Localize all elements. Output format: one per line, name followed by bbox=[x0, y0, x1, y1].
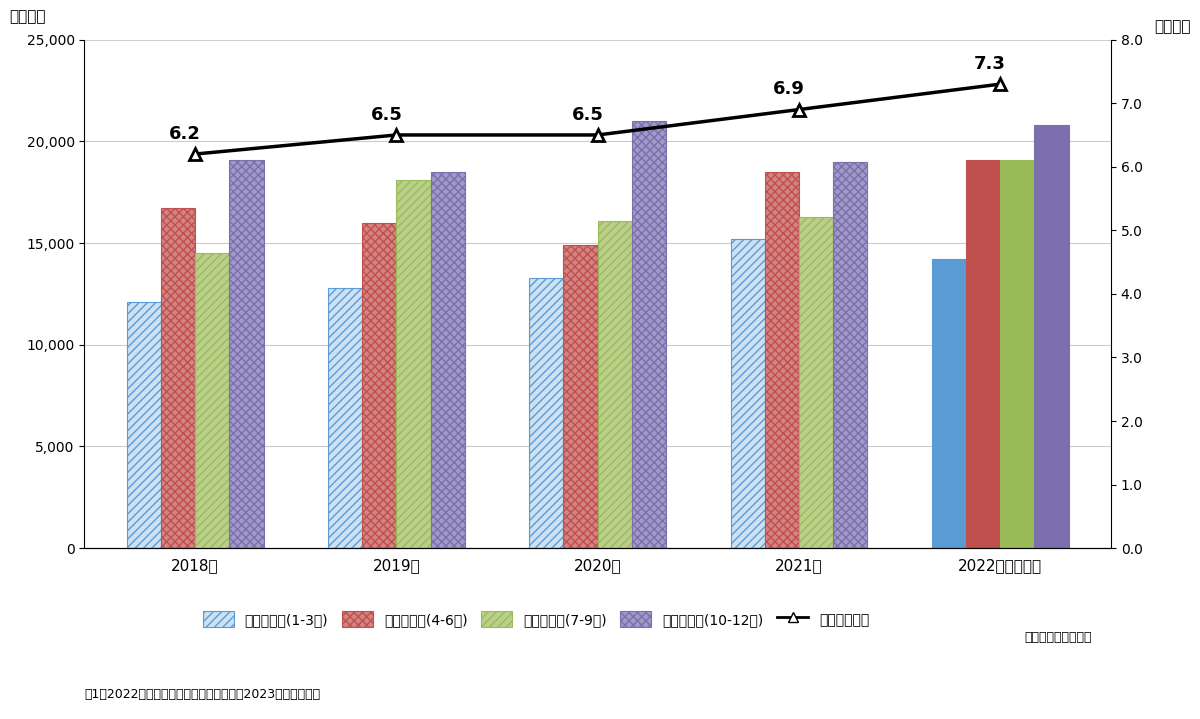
Bar bbox=[799, 216, 833, 548]
Bar bbox=[229, 160, 264, 548]
Bar bbox=[431, 172, 464, 548]
Text: 6.2: 6.2 bbox=[169, 124, 200, 142]
Bar bbox=[196, 253, 229, 548]
Bar bbox=[932, 260, 966, 548]
Bar bbox=[529, 278, 564, 548]
Bar bbox=[328, 288, 362, 548]
Y-axis label: （億円）: （億円） bbox=[10, 9, 46, 24]
Bar bbox=[731, 239, 764, 548]
Bar bbox=[833, 162, 868, 548]
Bar bbox=[161, 209, 196, 548]
Bar bbox=[764, 172, 799, 548]
Legend: 第１四半期(1-3月), 第２四半期(4-6月), 第３四半期(7-9月), 第４四半期(10-12月), 年間市場規模: 第１四半期(1-3月), 第２四半期(4-6月), 第３四半期(7-9月), 第… bbox=[203, 611, 869, 627]
Text: 矢野経済研究所調べ: 矢野経済研究所調べ bbox=[1025, 631, 1092, 644]
Bar bbox=[1001, 160, 1034, 548]
Text: 6.9: 6.9 bbox=[773, 80, 805, 98]
Bar bbox=[127, 302, 161, 548]
Bar bbox=[1034, 125, 1069, 548]
Bar bbox=[598, 221, 632, 548]
Bar bbox=[564, 245, 598, 548]
Bar bbox=[396, 180, 431, 548]
Text: 注1．2022年第１～第４四半期は速報値（2023年２月現在）: 注1．2022年第１～第４四半期は速報値（2023年２月現在） bbox=[84, 688, 320, 701]
Text: 6.5: 6.5 bbox=[371, 106, 402, 124]
Bar bbox=[362, 223, 396, 548]
Bar bbox=[966, 160, 1001, 548]
Y-axis label: （兆円）: （兆円） bbox=[1154, 19, 1190, 35]
Bar bbox=[632, 121, 666, 548]
Text: 7.3: 7.3 bbox=[974, 55, 1006, 73]
Text: 6.5: 6.5 bbox=[571, 106, 604, 124]
